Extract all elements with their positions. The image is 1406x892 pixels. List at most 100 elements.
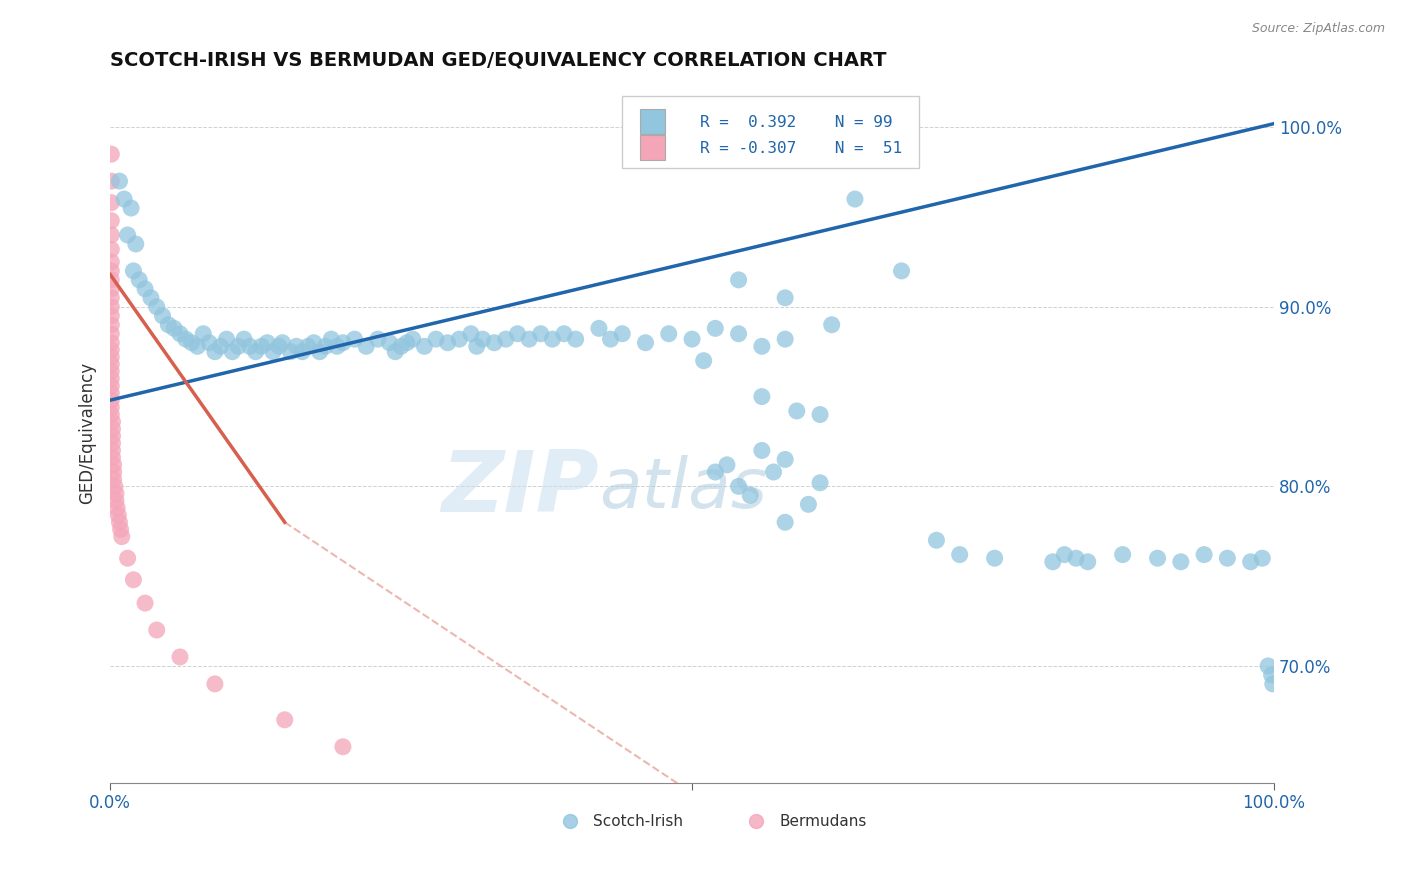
Point bbox=[786, 404, 808, 418]
Point bbox=[100, 326, 122, 341]
Point bbox=[402, 332, 425, 346]
Text: R =  0.392    N = 99: R = 0.392 N = 99 bbox=[700, 115, 893, 130]
Point bbox=[215, 332, 238, 346]
Point bbox=[321, 332, 343, 346]
Point bbox=[100, 309, 122, 323]
Point bbox=[103, 472, 125, 486]
Text: R = -0.307    N =  51: R = -0.307 N = 51 bbox=[700, 141, 903, 156]
Point bbox=[101, 429, 124, 443]
Point bbox=[1077, 555, 1099, 569]
Point bbox=[692, 353, 714, 368]
Point bbox=[367, 332, 389, 346]
Point bbox=[482, 335, 505, 350]
Point bbox=[1192, 548, 1215, 562]
Point bbox=[1251, 551, 1274, 566]
Point bbox=[983, 551, 1005, 566]
Point bbox=[395, 335, 418, 350]
Point bbox=[704, 321, 727, 335]
Point bbox=[104, 493, 127, 508]
Point bbox=[110, 523, 132, 537]
Point bbox=[256, 335, 278, 350]
Point bbox=[506, 326, 529, 341]
Point bbox=[145, 623, 167, 637]
Point bbox=[100, 318, 122, 332]
Point bbox=[104, 486, 127, 500]
Point bbox=[564, 332, 586, 346]
Point bbox=[100, 174, 122, 188]
Point bbox=[332, 739, 354, 754]
Point bbox=[495, 332, 517, 346]
Point bbox=[105, 500, 128, 515]
Point bbox=[169, 650, 191, 665]
Point bbox=[107, 508, 129, 522]
Point bbox=[198, 335, 221, 350]
Point bbox=[180, 335, 202, 350]
Point bbox=[100, 255, 122, 269]
Point bbox=[100, 393, 122, 408]
Point bbox=[271, 335, 294, 350]
Point bbox=[460, 326, 482, 341]
Point bbox=[1146, 551, 1168, 566]
Point bbox=[1053, 548, 1076, 562]
Point bbox=[449, 332, 471, 346]
Point bbox=[101, 415, 124, 429]
Point bbox=[100, 386, 122, 401]
Point bbox=[100, 357, 122, 371]
Point bbox=[425, 332, 447, 346]
Text: Scotch-Irish: Scotch-Irish bbox=[593, 814, 683, 829]
Point bbox=[413, 339, 436, 353]
Point bbox=[727, 479, 749, 493]
Point bbox=[100, 195, 122, 210]
Point bbox=[1064, 551, 1087, 566]
Text: Bermudans: Bermudans bbox=[779, 814, 866, 829]
Point bbox=[762, 465, 785, 479]
Point bbox=[314, 339, 336, 353]
Point bbox=[530, 326, 553, 341]
Point bbox=[302, 335, 325, 350]
Point bbox=[100, 364, 122, 378]
Point bbox=[773, 452, 796, 467]
Point bbox=[122, 573, 145, 587]
Point bbox=[226, 339, 249, 353]
Text: SCOTCH-IRISH VS BERMUDAN GED/EQUIVALENCY CORRELATION CHART: SCOTCH-IRISH VS BERMUDAN GED/EQUIVALENCY… bbox=[110, 51, 887, 70]
Point bbox=[384, 344, 406, 359]
Point bbox=[152, 309, 174, 323]
Point bbox=[332, 335, 354, 350]
Point bbox=[209, 339, 232, 353]
Point bbox=[727, 326, 749, 341]
Point bbox=[101, 436, 124, 450]
Point bbox=[245, 344, 267, 359]
Point bbox=[100, 401, 122, 415]
Point bbox=[274, 713, 297, 727]
Point bbox=[100, 147, 122, 161]
Point bbox=[1240, 555, 1263, 569]
Point bbox=[588, 321, 610, 335]
Point bbox=[139, 291, 162, 305]
Point bbox=[634, 335, 657, 350]
Point bbox=[704, 465, 727, 479]
Point bbox=[1260, 668, 1282, 682]
Point bbox=[890, 264, 912, 278]
Bar bbox=[640, 109, 665, 134]
Point bbox=[808, 475, 831, 490]
Point bbox=[157, 318, 180, 332]
Point bbox=[112, 192, 135, 206]
Point bbox=[100, 335, 122, 350]
FancyBboxPatch shape bbox=[623, 96, 920, 168]
Point bbox=[204, 677, 226, 691]
Point bbox=[134, 596, 156, 610]
Point bbox=[125, 236, 148, 251]
Point bbox=[100, 350, 122, 364]
Point bbox=[262, 344, 284, 359]
Point bbox=[101, 443, 124, 458]
Text: ZIP: ZIP bbox=[441, 447, 599, 530]
Point bbox=[949, 548, 972, 562]
Point bbox=[925, 533, 948, 548]
Y-axis label: GED/Equivalency: GED/Equivalency bbox=[79, 361, 96, 504]
Point bbox=[108, 174, 131, 188]
Point bbox=[553, 326, 575, 341]
Point bbox=[174, 332, 197, 346]
Point bbox=[1216, 551, 1239, 566]
Point bbox=[100, 243, 122, 257]
Point bbox=[517, 332, 540, 346]
